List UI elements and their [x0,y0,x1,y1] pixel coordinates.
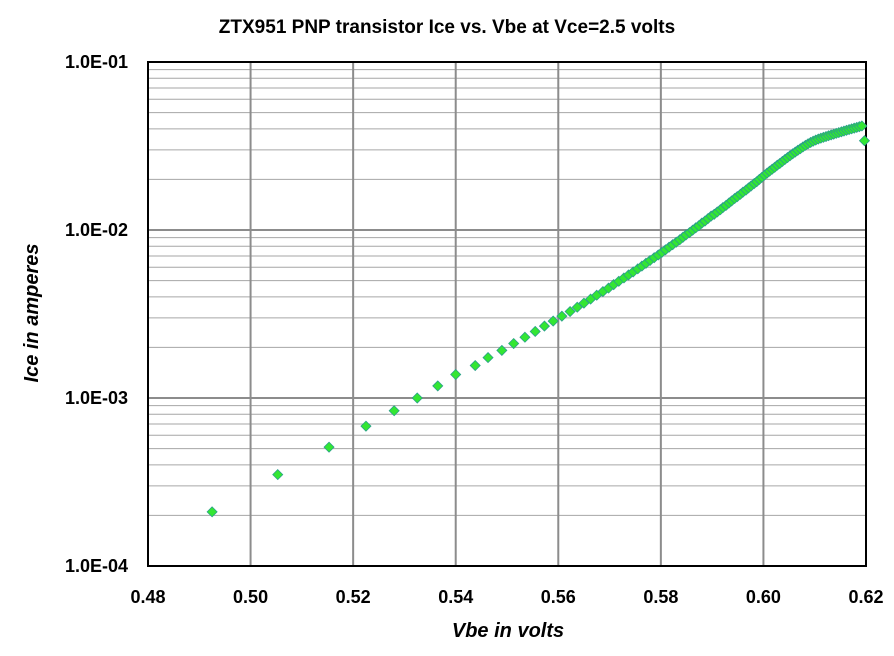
data-point [469,359,481,372]
data-point [564,305,576,318]
data-point [432,380,444,392]
x-tick-label: 0.52 [336,587,371,607]
data-point [538,320,551,332]
data-point [411,392,423,404]
data-point [508,337,520,350]
data-point [556,310,568,322]
data-point [856,120,868,132]
data-point [578,297,590,309]
data-points [206,120,871,518]
x-axis-ticks: 0.48 0.50 0.52 0.54 0.56 0.58 0.60 0.62 [130,587,883,607]
data-point [519,331,531,343]
data-point [323,441,335,453]
grid [147,61,867,567]
data-point [206,506,218,518]
x-tick-label: 0.62 [848,587,883,607]
y-tick-label: 1.0E-02 [65,220,128,240]
y-tick-label: 1.0E-04 [65,556,128,576]
data-point [482,352,494,364]
data-point [858,135,871,147]
data-point [450,368,462,381]
data-point [496,344,508,356]
y-axis-label: Ice in amperes [21,244,43,383]
data-point [360,420,372,432]
y-tick-label: 1.0E-01 [65,52,128,72]
data-point [529,325,541,338]
data-point [547,315,559,327]
y-tick-label: 1.0E-03 [65,388,128,408]
x-tick-label: 0.48 [130,587,165,607]
x-tick-label: 0.60 [746,587,781,607]
x-axis-label: Vbe in volts [452,620,564,642]
y-axis-ticks: 1.0E-04 1.0E-03 1.0E-02 1.0E-01 [65,52,128,576]
data-point [272,469,284,481]
data-point [388,405,400,417]
x-tick-label: 0.50 [233,587,268,607]
x-tick-label: 0.58 [643,587,678,607]
chart-title: ZTX951 PNP transistor Ice vs. Vbe at Vce… [219,17,675,38]
x-tick-label: 0.54 [438,587,473,607]
data-point [571,301,583,313]
plot-area-frame [147,61,867,567]
x-tick-label: 0.56 [541,587,576,607]
